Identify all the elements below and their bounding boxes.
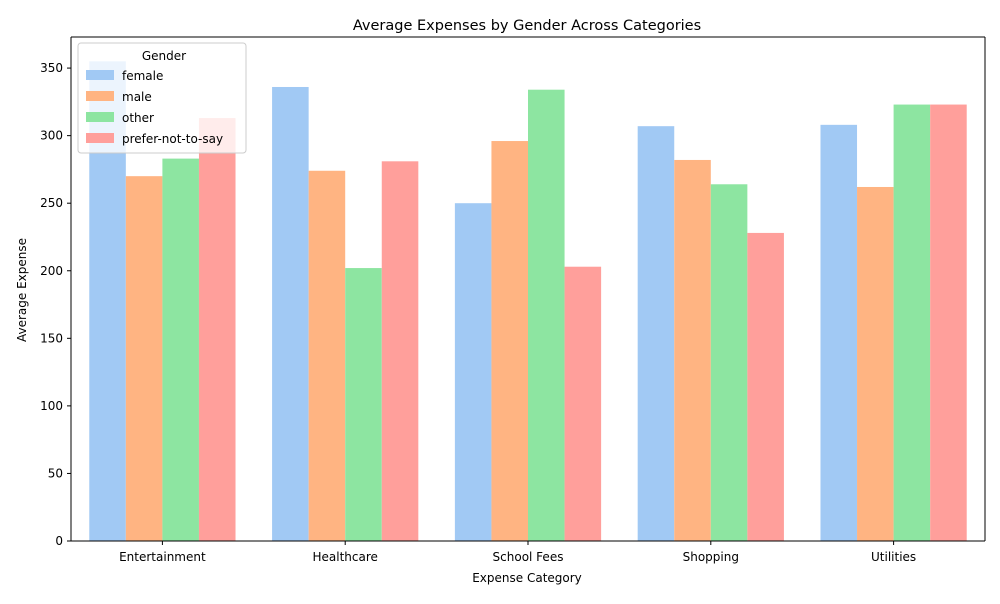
bar-school-fees-prefer-not-to-say (564, 266, 602, 541)
legend-label-male: male (122, 90, 152, 104)
y-axis-label: Average Expense (15, 238, 29, 342)
x-tick-label: Utilities (871, 550, 916, 564)
y-tick-label: 350 (40, 61, 63, 75)
y-tick-label: 150 (40, 331, 63, 345)
y-tick-label: 100 (40, 399, 63, 413)
legend-swatch-male (86, 91, 114, 101)
legend-swatch-female (86, 70, 114, 80)
legend-swatch-other (86, 112, 114, 122)
y-tick-label: 200 (40, 264, 63, 278)
x-tick-label: Healthcare (312, 550, 377, 564)
legend-title: Gender (142, 49, 186, 63)
x-tick-label: Shopping (683, 550, 739, 564)
bar-school-fees-female (454, 203, 492, 541)
bar-utilities-male (857, 186, 894, 542)
bar-school-fees-other (528, 89, 565, 541)
bar-utilities-other (893, 104, 931, 541)
y-tick-label: 0 (55, 534, 63, 548)
bar-healthcare-prefer-not-to-say (381, 161, 419, 541)
chart-title: Average Expenses by Gender Across Catego… (353, 18, 701, 34)
legend-box (77, 42, 247, 154)
legend-label-prefer-not-to-say: prefer-not-to-say (122, 132, 223, 146)
y-tick-label: 50 (48, 466, 63, 480)
x-tick-label: School Fees (493, 550, 564, 564)
bars-layer (89, 61, 967, 542)
bar-school-fees-male (491, 141, 528, 542)
legend-label-other: other (122, 111, 154, 125)
y-tick-label: 250 (40, 196, 63, 210)
bar-shopping-prefer-not-to-say (747, 232, 784, 542)
legend-label-female: female (122, 69, 163, 83)
bar-entertainment-male (125, 176, 163, 542)
bar-shopping-other (710, 184, 748, 541)
y-tick-label: 300 (40, 129, 63, 143)
bar-utilities-female (820, 124, 858, 541)
axes-layer: 0 50 100 150 200 250 300 350 Entertainment Health… (40, 36, 986, 564)
bar-healthcare-female (272, 86, 309, 542)
x-axis-label: Expense Category (472, 571, 582, 585)
legend-swatch-prefer-not-to-say (86, 133, 114, 143)
bar-healthcare-male (308, 170, 346, 541)
bar-shopping-male (674, 159, 711, 541)
bar-utilities-prefer-not-to-say (930, 104, 967, 541)
legend: Gender female male other prefer-not-to-say (77, 42, 247, 154)
x-tick-label: Entertainment (119, 550, 206, 564)
bar-shopping-female (637, 126, 675, 542)
bar-entertainment-other (162, 158, 199, 542)
bar-healthcare-other (345, 268, 382, 541)
bar-entertainment-prefer-not-to-say (198, 118, 236, 541)
